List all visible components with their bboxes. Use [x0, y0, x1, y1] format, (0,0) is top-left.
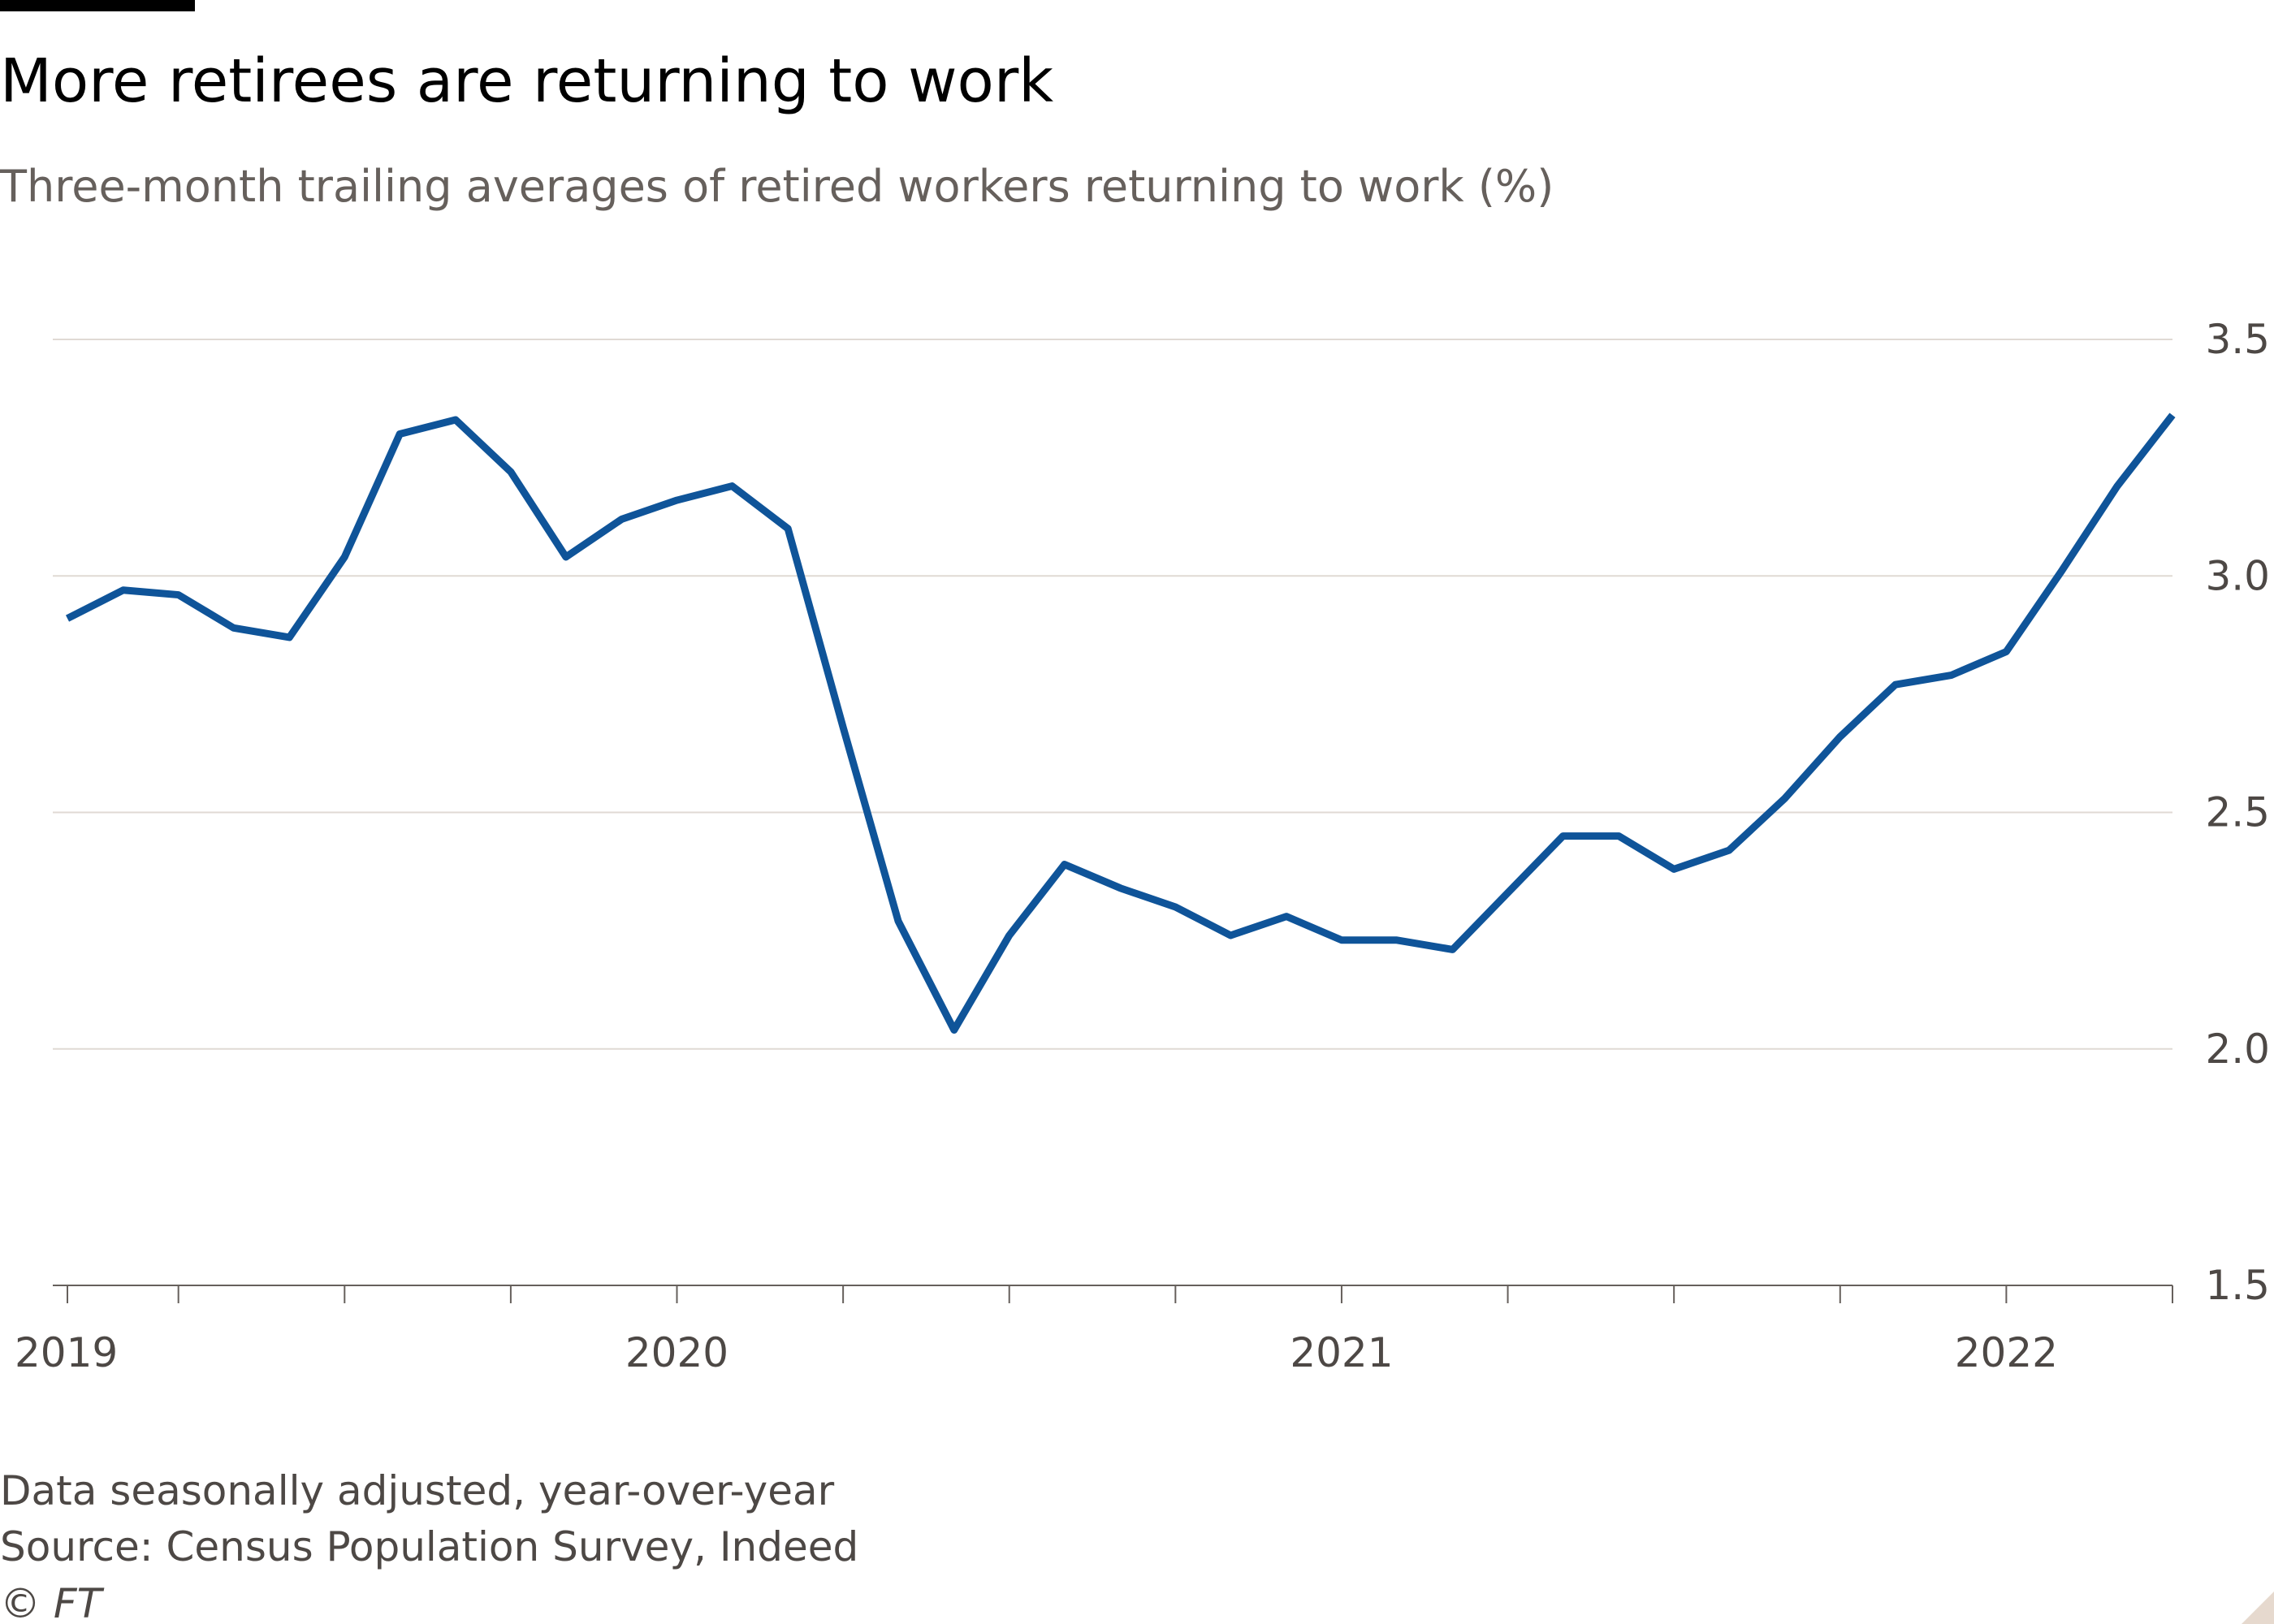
y-tick-label: 3.0 — [2205, 552, 2270, 599]
source: Source: Census Population Survey, Indeed — [0, 1523, 858, 1570]
x-tick-label: 2022 — [1955, 1329, 2058, 1376]
x-tick-label: 2021 — [1290, 1329, 1393, 1376]
line-series — [65, 412, 2176, 1034]
y-tick-label: 3.5 — [2205, 316, 2270, 363]
corner-mark — [2242, 1592, 2274, 1624]
footnote: Data seasonally adjusted, year-over-year — [0, 1467, 835, 1514]
y-tick-label: 2.5 — [2205, 789, 2270, 836]
chart-title: More retirees are returning to work — [0, 46, 1053, 116]
chart-subtitle: Three-month trailing averages of retired… — [0, 161, 1554, 212]
x-tick-label: 2020 — [625, 1329, 728, 1376]
y-tick-label: 2.0 — [2205, 1026, 2270, 1073]
copyright: © FT — [0, 1580, 105, 1624]
x-tick-label: 2019 — [15, 1329, 118, 1376]
y-tick-label: 1.5 — [2205, 1262, 2270, 1309]
brand-bar — [0, 0, 195, 11]
